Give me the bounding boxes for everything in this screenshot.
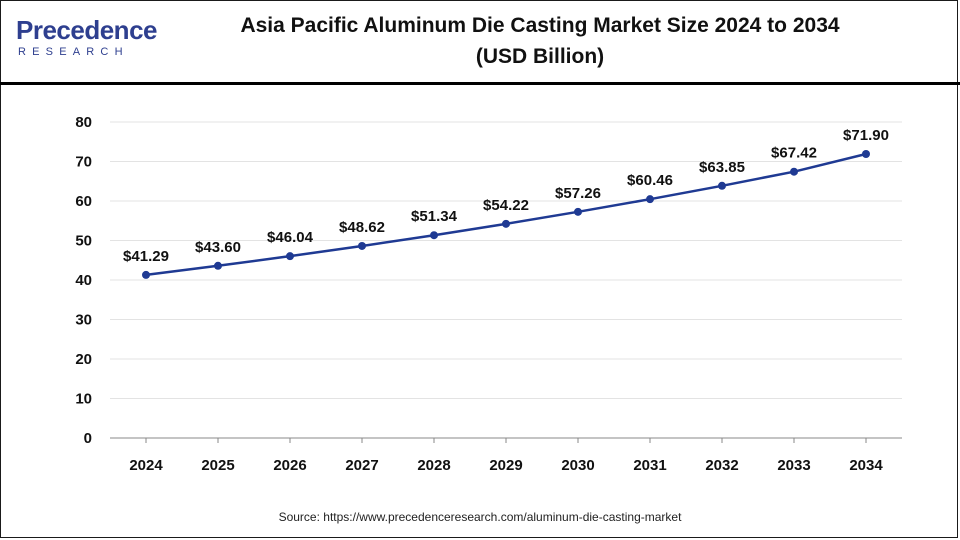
y-tick-label-50: 50	[75, 233, 92, 250]
data-label-2029: $54.22	[483, 197, 529, 214]
y-tick-label-10: 10	[75, 391, 92, 408]
y-tick-label-60: 60	[75, 193, 92, 210]
data-point-2027	[358, 241, 366, 250]
logo-subtitle: RESEARCH	[18, 46, 129, 58]
logo-wordmark: Precedence	[16, 15, 157, 45]
data-point-2031	[646, 195, 654, 204]
chart-title-line-2: (USD Billion)	[475, 45, 605, 68]
y-tick-label-70: 70	[75, 154, 92, 171]
data-point-2034	[862, 149, 870, 158]
data-point-2028	[430, 231, 438, 240]
y-tick-label-30: 30	[75, 312, 92, 329]
x-tick-label-2032: 2032	[705, 457, 738, 474]
data-label-2033: $67.42	[771, 145, 817, 162]
data-point-2029	[502, 219, 510, 228]
gridlines	[110, 121, 902, 399]
data-point-2025	[214, 261, 222, 270]
chart-title-line-1: Asia Pacific Aluminum Die Casting Market…	[240, 14, 840, 37]
data-label-2034: $71.90	[843, 127, 889, 144]
data-label-2032: $63.85	[699, 159, 745, 176]
x-tick-label-2030: 2030	[561, 457, 594, 474]
data-label-2026: $46.04	[267, 229, 314, 246]
y-axis: 0 10 20 30 40 50 60 70 80	[75, 114, 92, 447]
y-tick-label-0: 0	[84, 430, 92, 447]
x-tick-label-2025: 2025	[201, 457, 234, 474]
x-tick-label-2034: 2034	[849, 457, 883, 474]
data-point-2024	[142, 270, 150, 279]
data-label-2025: $43.60	[195, 239, 241, 256]
data-label-2024: $41.29	[123, 248, 169, 265]
chart-area: 0 10 20 30 40 50 60 70 80 2024 2025 2026 2027 2028 20…	[0, 85, 960, 505]
data-label-2028: $51.34	[411, 208, 458, 225]
source-note: Source: https://www.precedenceresearch.c…	[278, 510, 682, 524]
x-axis: 2024 2025 2026 2027 2028 2029 2030 2031 2032 2033…	[110, 437, 902, 474]
series-line	[145, 152, 867, 277]
y-tick-label-20: 20	[75, 351, 92, 368]
header: Precedence RESEARCH Asia Pacific Aluminu…	[0, 0, 960, 85]
data-points	[142, 149, 870, 279]
data-point-2032	[718, 181, 726, 190]
x-tick-label-2024: 2024	[129, 457, 163, 474]
x-tick-label-2026: 2026	[273, 457, 306, 474]
precedence-research-logo: Precedence RESEARCH	[16, 16, 166, 66]
x-tick-label-2033: 2033	[777, 457, 810, 474]
data-point-2026	[286, 252, 294, 261]
chart-title: Asia Pacific Aluminum Die Casting Market…	[200, 10, 880, 72]
data-point-2033	[790, 167, 798, 176]
data-label-2030: $57.26	[555, 185, 601, 202]
x-tick-label-2028: 2028	[417, 457, 450, 474]
x-tick-label-2031: 2031	[633, 457, 666, 474]
y-tick-label-80: 80	[75, 114, 92, 131]
x-tick-label-2029: 2029	[489, 457, 522, 474]
data-label-2027: $48.62	[339, 219, 385, 236]
data-label-2031: $60.46	[627, 172, 673, 189]
data-labels: $41.29 $43.60 $46.04 $48.62 $51.34 $54.22 $57.…	[123, 127, 889, 265]
x-tick-label-2027: 2027	[345, 457, 378, 474]
data-point-2030	[574, 207, 582, 216]
y-tick-label-40: 40	[75, 272, 92, 289]
series-polyline	[145, 152, 867, 277]
